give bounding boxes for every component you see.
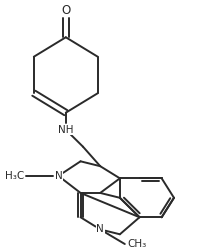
Text: N: N	[96, 225, 104, 234]
Text: H₃C: H₃C	[5, 171, 24, 181]
Text: CH₃: CH₃	[127, 239, 147, 249]
Text: N: N	[55, 171, 62, 181]
Text: NH: NH	[58, 125, 74, 135]
Text: O: O	[61, 4, 70, 17]
